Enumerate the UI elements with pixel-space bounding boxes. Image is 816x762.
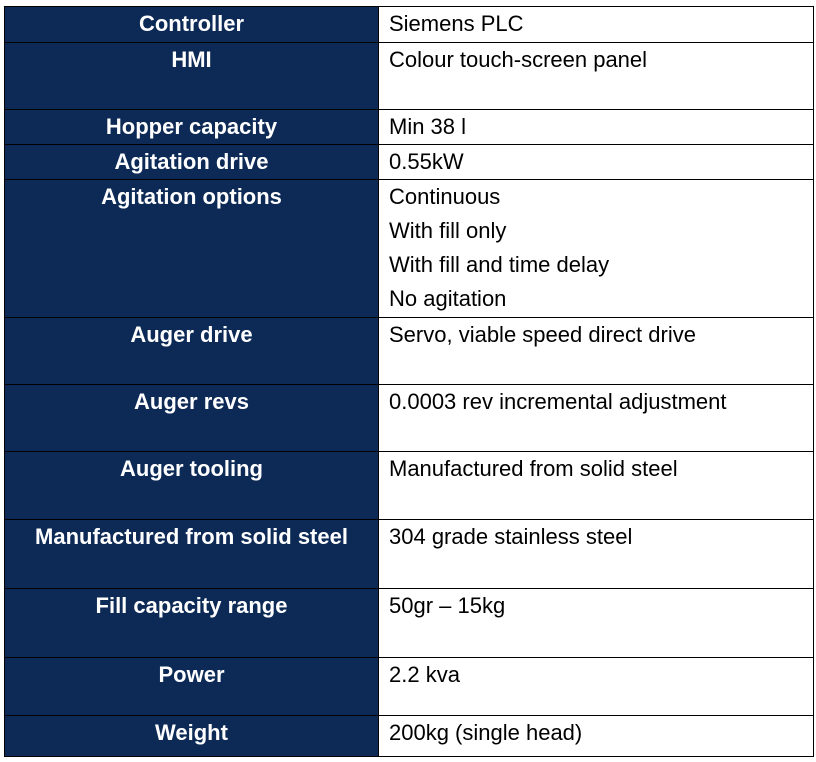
spec-row: Auger tooling Manufactured from solid ste… [4,451,814,520]
spec-value: 0.55kW [389,149,464,174]
spec-row: Auger revs 0.0003 rev incremental adjustm… [4,384,814,452]
spec-label: Auger revs [4,384,379,452]
spec-value-cell: Manufactured from solid steel [378,451,814,520]
spec-value: 50gr – 15kg [389,593,506,618]
spec-value-cell: Colour touch-screen panel [378,42,814,110]
spec-value: Siemens PLC [389,11,524,36]
spec-value: Continuous [389,184,501,209]
spec-value-cell: Siemens PLC [378,6,814,43]
spec-value-cell: 50gr – 15kg [378,588,814,658]
spec-label: Agitation options [4,179,379,318]
spec-row: Manufactured from solid steel 304 grade s… [4,519,814,589]
spec-row: Auger drive Servo, viable speed direct dr… [4,317,814,385]
spec-table-body: Controller Siemens PLC HMI Colour touch-scr… [4,6,814,757]
spec-label: Agitation drive [4,144,379,180]
spec-row: Agitation options Continuous With fill onl… [4,179,814,318]
spec-row: Hopper capacity Min 38 l [4,109,814,145]
spec-value: Colour touch-screen panel [389,47,648,72]
spec-value: Min 38 l [389,114,467,139]
spec-row: Controller Siemens PLC [4,6,814,43]
spec-table: Controller Siemens PLC HMI Colour touch-scr… [4,6,814,757]
spec-label: Power [4,657,379,716]
spec-value-cell: Min 38 l [378,109,814,145]
spec-value: 304 grade stainless steel [389,524,633,549]
spec-label: Auger drive [4,317,379,385]
spec-row: Fill capacity range 50gr – 15kg [4,588,814,658]
spec-value-cell: Servo, viable speed direct drive [378,317,814,385]
spec-value-cell: 2.2 kva [378,657,814,716]
spec-row: HMI Colour touch-screen panel [4,42,814,110]
spec-value: No agitation [389,286,507,311]
spec-label: Manufactured from solid steel [4,519,379,589]
spec-value: 0.0003 rev incremental adjustment [389,389,727,414]
spec-label: Weight [4,715,379,757]
spec-value: 2.2 kva [389,662,460,687]
spec-label: Controller [4,6,379,43]
spec-row: Weight 200kg (single head) [4,715,814,757]
spec-label: Fill capacity range [4,588,379,658]
spec-value: With fill only [389,218,507,243]
spec-row: Agitation drive 0.55kW [4,144,814,180]
spec-label: HMI [4,42,379,110]
spec-value: Manufactured from solid steel [389,456,678,481]
spec-value-cell: 200kg (single head) [378,715,814,757]
spec-value: 200kg (single head) [389,720,583,745]
spec-value: With fill and time delay [389,252,610,277]
spec-row: Power 2.2 kva [4,657,814,716]
spec-value-cell: 0.55kW [378,144,814,180]
spec-value-cell: 0.0003 rev incremental adjustment [378,384,814,452]
spec-value-cell: Continuous With fill only With fill and ti… [378,179,814,318]
spec-value: Servo, viable speed direct drive [389,322,696,347]
spec-label: Hopper capacity [4,109,379,145]
spec-label: Auger tooling [4,451,379,520]
spec-value-cell: 304 grade stainless steel [378,519,814,589]
